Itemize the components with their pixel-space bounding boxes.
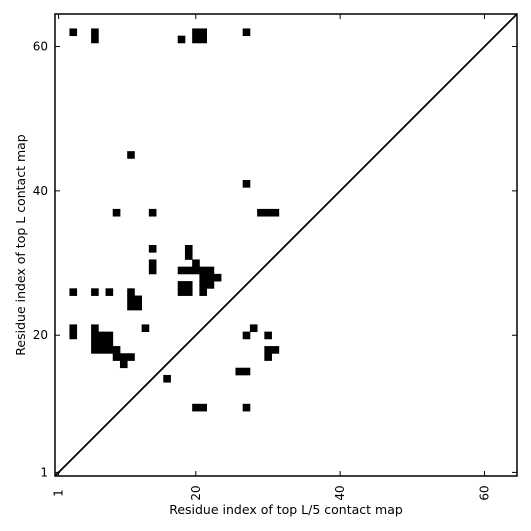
contact-cell <box>192 403 200 412</box>
contact-cell <box>242 403 251 412</box>
contact-cell <box>148 259 157 268</box>
contact-cell <box>134 302 143 311</box>
contact-cell <box>91 338 99 347</box>
contact-cell <box>105 288 114 296</box>
contact-cell <box>199 281 207 289</box>
diagonal-layer <box>54 13 518 477</box>
contact-cell <box>112 353 121 361</box>
contact-cell <box>119 360 128 369</box>
contact-cell <box>199 288 207 296</box>
contact-cell <box>69 288 78 296</box>
contact-cell <box>184 266 193 275</box>
axis-ticks: 1 20 40 60 1 20 40 60 <box>33 14 517 501</box>
contact-cell <box>242 367 251 376</box>
contact-cell <box>69 324 78 333</box>
x-tick-label: 60 <box>478 485 492 500</box>
y-tick-label: 1 <box>40 465 48 479</box>
contact-cell <box>192 259 200 268</box>
contact-cell <box>184 288 193 296</box>
contact-cell <box>177 35 186 44</box>
contact-cell <box>91 324 99 333</box>
contact-cell <box>206 273 215 282</box>
contact-cell <box>127 151 135 159</box>
contact-cell <box>127 288 135 296</box>
contact-cell <box>141 324 150 333</box>
contact-cell <box>199 403 207 412</box>
contact-cell <box>91 288 99 296</box>
contact-cell <box>148 245 157 253</box>
contact-cell <box>192 35 200 44</box>
contact-cell <box>127 353 135 361</box>
contact-cell <box>271 346 280 354</box>
contact-cell <box>206 281 215 289</box>
contact-cell <box>235 367 244 376</box>
contact-cell <box>105 346 114 354</box>
x-tick-label: 1 <box>52 489 66 497</box>
x-tick-label: 40 <box>333 485 347 500</box>
contact-cell <box>242 28 251 37</box>
contact-cell <box>242 331 251 340</box>
contact-cell <box>264 353 272 361</box>
y-axis-label: Residue index of top L contact map <box>13 134 28 355</box>
contact-cell <box>177 288 186 296</box>
contact-cell <box>134 295 143 304</box>
contact-cell <box>148 266 157 275</box>
contact-cell <box>264 346 272 354</box>
contact-cell <box>91 35 99 44</box>
contact-cell <box>69 331 78 340</box>
contact-cell <box>242 180 251 188</box>
contact-cell <box>213 273 222 282</box>
contact-cell <box>112 208 121 217</box>
x-axis-label: Residue index of top L/5 contact map <box>169 502 403 517</box>
contact-cell <box>98 331 106 340</box>
contact-cell <box>148 208 157 217</box>
y-tick-label: 60 <box>33 39 48 53</box>
contact-cell <box>91 28 99 37</box>
contact-cell <box>199 28 207 37</box>
contact-cell <box>184 252 193 260</box>
contact-cell <box>199 266 207 275</box>
contact-cell <box>91 346 99 354</box>
contact-cell <box>119 353 128 361</box>
y-tick-label: 20 <box>33 328 48 342</box>
contact-cell <box>177 266 186 275</box>
contact-cell <box>127 295 135 304</box>
contact-cell <box>257 208 265 217</box>
contact-cell <box>199 35 207 44</box>
contact-cell <box>192 266 200 275</box>
y-tick-label: 40 <box>33 184 48 198</box>
contact-cell <box>98 338 106 347</box>
contact-cell <box>177 281 186 289</box>
contact-cell <box>264 208 272 217</box>
diagonal-line <box>54 13 518 477</box>
contact-cell <box>199 273 207 282</box>
plot-frame <box>54 13 518 477</box>
contact-cell <box>206 266 215 275</box>
x-tick-label: 20 <box>189 485 203 500</box>
contact-cell <box>271 208 280 217</box>
contact-cell <box>91 331 99 340</box>
contact-cell <box>112 346 121 354</box>
contact-cell <box>163 374 171 383</box>
contact-cells <box>69 28 280 412</box>
contact-cell <box>105 338 114 347</box>
contact-cell <box>69 28 78 37</box>
contact-cell <box>249 324 258 333</box>
contact-cell <box>184 281 193 289</box>
contact-cell <box>264 331 272 340</box>
contact-cell <box>105 331 114 340</box>
contact-cell <box>127 302 135 311</box>
contact-cell <box>184 245 193 253</box>
contact-cell <box>98 346 106 354</box>
contact-cell <box>192 28 200 37</box>
